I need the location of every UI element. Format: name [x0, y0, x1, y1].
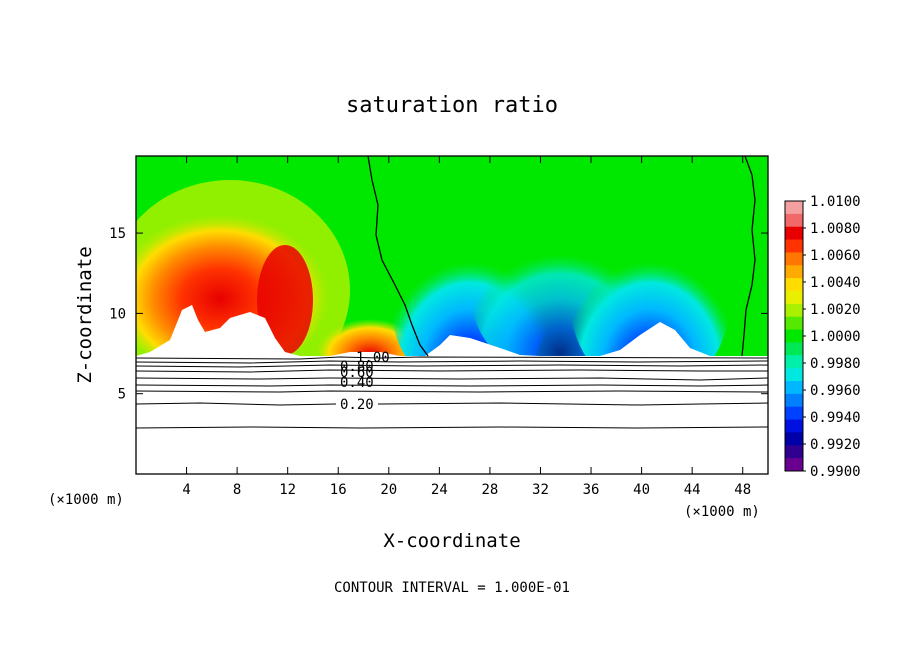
colorbar-label: 0.9960 — [810, 383, 861, 399]
colorbar-swatch — [785, 393, 803, 408]
colorbar-swatch — [785, 239, 803, 253]
colorbar-swatch — [785, 265, 803, 279]
colorbar-label: 0.9940 — [810, 410, 861, 426]
x-axis-label: X-coordinate — [383, 530, 520, 552]
y-tick-label: 15 — [109, 226, 126, 242]
colorbar-swatch — [785, 355, 803, 369]
contour-label: 1.00 — [356, 350, 390, 366]
colorbar-swatch — [785, 406, 803, 421]
x-tick-label: 20 — [380, 482, 397, 498]
x-tick-label: 8 — [233, 482, 241, 498]
colorbar-label: 0.9900 — [810, 464, 861, 480]
y-tick-label: 10 — [109, 306, 126, 322]
contour-label: 0.40 — [340, 375, 374, 391]
colorbar-swatch — [785, 291, 803, 305]
colorbar-swatch — [785, 458, 803, 472]
colorbar-swatch — [785, 303, 803, 318]
chart-title: saturation ratio — [346, 93, 558, 118]
colorbar-swatch — [785, 316, 803, 331]
colorbar-label: 1.0040 — [810, 275, 861, 291]
contour-interval-footer: CONTOUR INTERVAL = 1.000E-01 — [334, 580, 570, 596]
plot-frame — [135, 155, 769, 475]
x-tick-label: 12 — [279, 482, 296, 498]
colorbar-swatch — [785, 381, 803, 395]
x-tick-label: 44 — [684, 482, 701, 498]
colorbar-swatch — [785, 432, 803, 446]
contour-label: 0.80 — [340, 359, 374, 375]
contour-lines — [136, 356, 768, 429]
colorbar-label: 1.0000 — [810, 329, 861, 345]
colorbar-swatch — [785, 213, 803, 228]
field-right-lobe — [257, 245, 313, 355]
x-unit-label-right: (×1000 m) — [684, 504, 760, 520]
x-tick-label: 32 — [532, 482, 549, 498]
x-axis: 4 8 12 16 20 24 28 32 36 40 44 48 — [182, 156, 751, 498]
colorbar-swatch — [785, 342, 803, 356]
colorbar-swatch — [785, 252, 803, 266]
y-axis-label: Z-coordinate — [74, 246, 96, 383]
x-tick-label: 36 — [583, 482, 600, 498]
contour-label: 0.20 — [340, 397, 374, 413]
contour-label: 0.60 — [340, 365, 374, 381]
colorbar-label: 0.9980 — [810, 356, 861, 372]
y-axis: 5 10 15 — [109, 226, 768, 403]
x-tick-label: 4 — [182, 482, 190, 498]
colorbar: 1.0100 1.0080 1.0060 1.0040 1.0020 1.0000 0.99… — [784, 194, 861, 480]
x-tick-label: 16 — [330, 482, 347, 498]
x-tick-label: 24 — [431, 482, 448, 498]
colorbar-swatch — [785, 201, 803, 215]
y-tick-label: 5 — [118, 387, 126, 403]
contour-labels: 1.00 0.80 0.60 0.40 0.20 — [340, 350, 390, 413]
x-unit-label-left: (×1000 m) — [48, 492, 124, 508]
colorbar-swatch — [785, 419, 803, 433]
isoline-1.00-left — [367, 156, 429, 357]
colorbar-label: 1.0100 — [810, 194, 861, 210]
terrain-mask — [136, 305, 768, 474]
x-tick-label: 28 — [481, 482, 498, 498]
colorbar-label: 1.0060 — [810, 248, 861, 264]
heatmap-field — [136, 156, 768, 474]
colorbar-swatch — [785, 329, 803, 343]
field-blue-right — [570, 205, 730, 395]
colorbar-label: 0.9920 — [810, 437, 861, 453]
colorbar-swatch — [785, 445, 803, 459]
colorbar-swatch — [785, 368, 803, 382]
colorbar-swatch — [785, 278, 803, 292]
x-tick-label: 48 — [734, 482, 751, 498]
colorbar-label: 1.0080 — [810, 221, 861, 237]
colorbar-swatch — [785, 226, 803, 241]
isoline-1.00-right — [741, 156, 756, 357]
colorbar-label: 1.0020 — [810, 302, 861, 318]
x-tick-label: 40 — [633, 482, 650, 498]
